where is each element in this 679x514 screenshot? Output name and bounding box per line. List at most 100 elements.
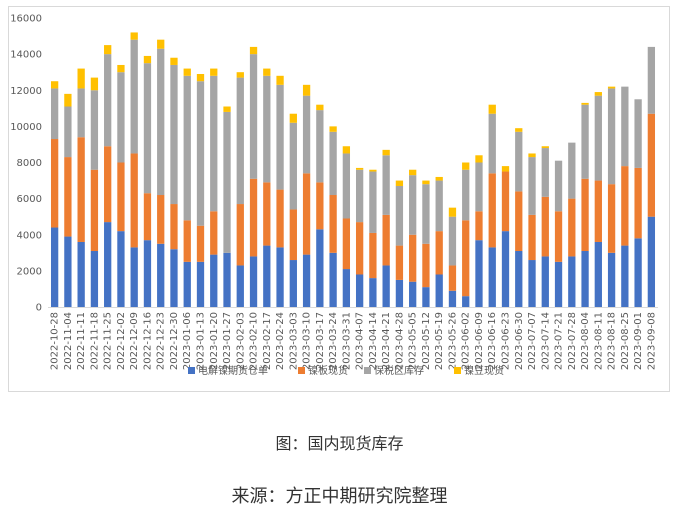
bar-segment [528,214,536,261]
bar-segment [395,185,404,246]
bar-segment [554,160,563,212]
legend-swatch [298,367,305,374]
x-tick-label: 2023-07-07 [527,312,538,370]
bar-segment [607,88,616,185]
bar-segment [236,265,244,307]
stacked-bar-chart: 0 2000 4000 6000 8000 10000 12000 14000 16000 20… [10,14,658,377]
bar-segment [488,113,496,174]
bar-segment [143,55,152,64]
bar-segment [581,102,589,105]
bar-segment [289,209,297,261]
bar-segment [249,178,258,257]
bar-segment [77,241,85,307]
y-tick-label: 8000 [17,158,42,169]
x-tick-label: 2023-06-02 [461,312,472,370]
x-tick-label: 2022-11-11 [76,312,87,370]
y-tick-label: 2000 [17,266,42,277]
bar-segment [515,191,523,252]
bar-segment [289,113,297,123]
bar-segment [594,180,602,242]
bar-segment [621,86,629,167]
x-tick-label: 2023-03-17 [315,312,326,370]
bar-segment [382,149,390,156]
x-tick-label: 2023-09-08 [646,312,657,370]
bar-segment [462,162,470,170]
bar-segment [130,39,138,154]
x-tick-label: 2023-02-24 [275,312,286,370]
bar-segment [621,166,629,246]
bar-segment [130,247,138,307]
bar-segment [157,48,165,196]
x-tick-label: 2022-12-23 [156,312,167,370]
bar-segment [355,222,364,275]
bar-segment [568,198,576,257]
x-tick-label: 2023-01-20 [209,312,220,370]
bar-segment [422,243,430,288]
bar-segment [196,225,205,262]
bar-segment [568,256,576,307]
bar-segment [289,122,297,210]
bar-segment [369,169,377,172]
bar-segment [50,139,59,228]
bar-segment [50,227,59,307]
x-tick-label: 2023-04-21 [381,312,392,370]
x-tick-label: 2023-04-28 [394,312,405,370]
bar-segment [170,57,178,65]
bar-segment [369,232,377,279]
legend: 电解镍期货仓单 镍板现货 保税区库存 镍豆现货 [188,364,504,377]
x-tick-label: 2023-07-14 [540,312,551,370]
bar-segment [462,296,470,307]
bar-segment [581,178,589,252]
bar-segment [475,240,483,307]
bar-segment [342,269,351,307]
bar-segment [64,106,72,158]
bar-segment [568,142,576,199]
bar-segment [422,287,430,307]
bar-segment [50,81,59,89]
bar-segment [541,256,549,307]
bar-segment [528,260,536,307]
y-tick-label: 10000 [10,122,42,133]
x-tick-label: 2023-02-03 [235,312,246,370]
bar-segment [210,254,218,307]
x-tick-label: 2023-04-07 [355,312,366,370]
bar-segment [316,104,324,111]
bar-segment [143,63,152,194]
bar-segment [448,265,457,291]
bar-segment [501,171,510,232]
bar-segment [488,247,496,307]
bar-segment [488,173,496,248]
bar-segment [196,81,205,226]
bar-segment [369,278,377,307]
bar-segment [382,265,390,307]
legend-label: 镍板现货 [308,364,348,377]
chart-frame: 0 2000 4000 6000 8000 10000 12000 14000 16000 20… [8,6,670,392]
x-tick-label: 2023-05-05 [408,312,419,370]
bar-segment [369,171,377,233]
bar-segment [117,72,125,163]
bar-segment [210,75,218,212]
bar-segment [170,204,178,250]
legend-swatch [454,367,461,374]
bar-segment [117,162,125,232]
bar-segment [117,64,125,73]
bar-segment [409,169,417,176]
bar-segment [501,166,510,172]
x-tick-label: 2023-09-01 [633,312,644,370]
bar-segment [302,173,311,255]
bar-segment [541,196,549,257]
bar-segment [395,245,404,280]
x-tick-label: 2023-05-12 [421,312,432,370]
bar-segment [647,46,656,114]
bar-segment [170,64,178,205]
bar-segment [528,153,536,158]
y-tick-label: 14000 [10,50,42,61]
legend-swatch [188,367,195,374]
bar-segment [104,54,112,147]
bar-segment [607,86,616,89]
bar-segment [634,99,642,168]
bar-segment [607,184,616,253]
bar-segment [130,32,138,40]
bar-segment [515,251,523,307]
bar-segment [302,254,311,307]
